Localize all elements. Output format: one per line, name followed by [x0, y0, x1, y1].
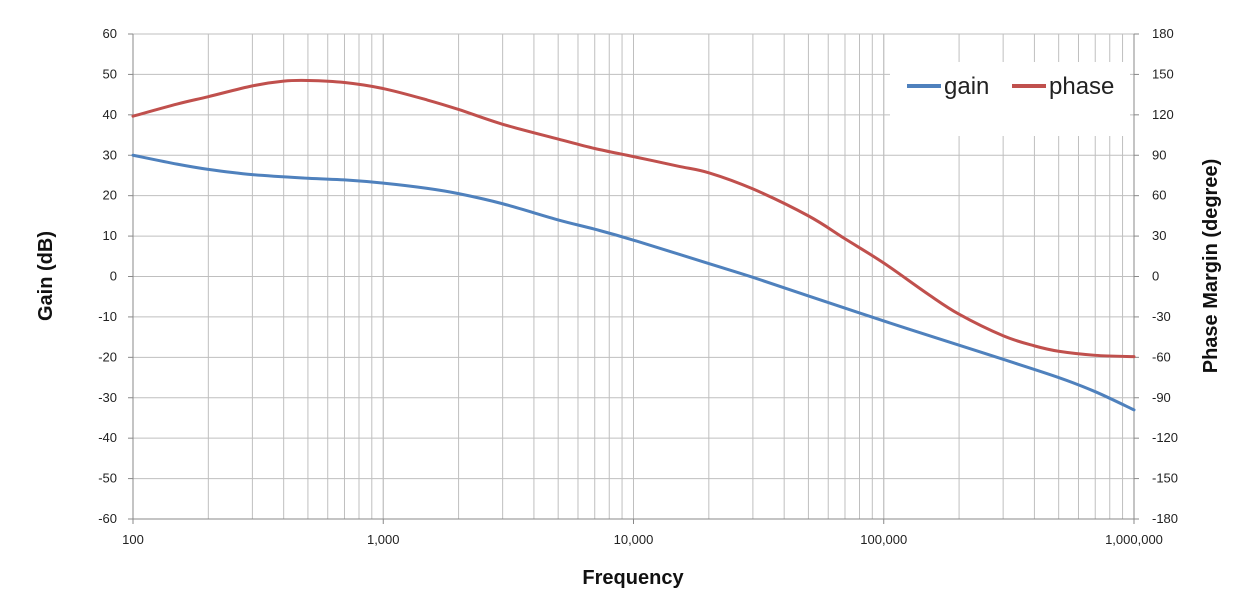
- y-axis-title: Gain (dB): [35, 231, 57, 321]
- legend: gain phase: [907, 73, 1114, 100]
- y2-tick-label: -90: [1152, 390, 1171, 405]
- legend-background: [890, 62, 1130, 136]
- series-lines: [131, 78, 1136, 412]
- y-tick-label: 10: [103, 228, 117, 243]
- y-tick-label: -40: [98, 430, 117, 445]
- y-tick-label: -50: [98, 471, 117, 486]
- y-tick-label: -60: [98, 511, 117, 526]
- x-tick-label: 10,000: [614, 532, 654, 547]
- y2-tick-label: 0: [1152, 269, 1159, 284]
- x-tick-label: 100,000: [860, 532, 907, 547]
- y-tick-label: -20: [98, 349, 117, 364]
- y2-tick-label: 30: [1152, 228, 1166, 243]
- y-tick-label: -30: [98, 390, 117, 405]
- y2-tick-label: 180: [1152, 26, 1174, 41]
- y2-tick-label: -150: [1152, 471, 1178, 486]
- y2-tick-label: 60: [1152, 188, 1166, 203]
- x-axis-title: Frequency: [582, 567, 684, 589]
- y2-tick-label: -120: [1152, 430, 1178, 445]
- tick-labels: 6050403020100-10-20-30-40-50-60180150120…: [98, 26, 1178, 547]
- x-tick-label: 100: [122, 532, 144, 547]
- y2-tick-label: 150: [1152, 66, 1174, 81]
- gridlines: [128, 33, 1139, 524]
- y2-axis-title: Phase Margin (degree): [1200, 159, 1222, 374]
- y-tick-label: 20: [103, 188, 117, 203]
- y-tick-label: 60: [103, 26, 117, 41]
- legend-label-phase: phase: [1049, 73, 1114, 100]
- y2-tick-label: -60: [1152, 349, 1171, 364]
- y2-tick-label: -30: [1152, 309, 1171, 324]
- x-tick-label: 1,000,000: [1105, 532, 1163, 547]
- y-tick-label: -10: [98, 309, 117, 324]
- y2-tick-label: 120: [1152, 107, 1174, 122]
- x-tick-label: 1,000: [367, 532, 400, 547]
- legend-label-gain: gain: [944, 73, 989, 100]
- y-tick-label: 40: [103, 107, 117, 122]
- y2-tick-label: -180: [1152, 511, 1178, 526]
- series-line-phase: [131, 78, 1136, 359]
- y2-tick-label: 90: [1152, 147, 1166, 162]
- y-tick-label: 50: [103, 66, 117, 81]
- y-tick-label: 0: [110, 269, 117, 284]
- y-tick-label: 30: [103, 147, 117, 162]
- series-line-gain: [131, 153, 1136, 412]
